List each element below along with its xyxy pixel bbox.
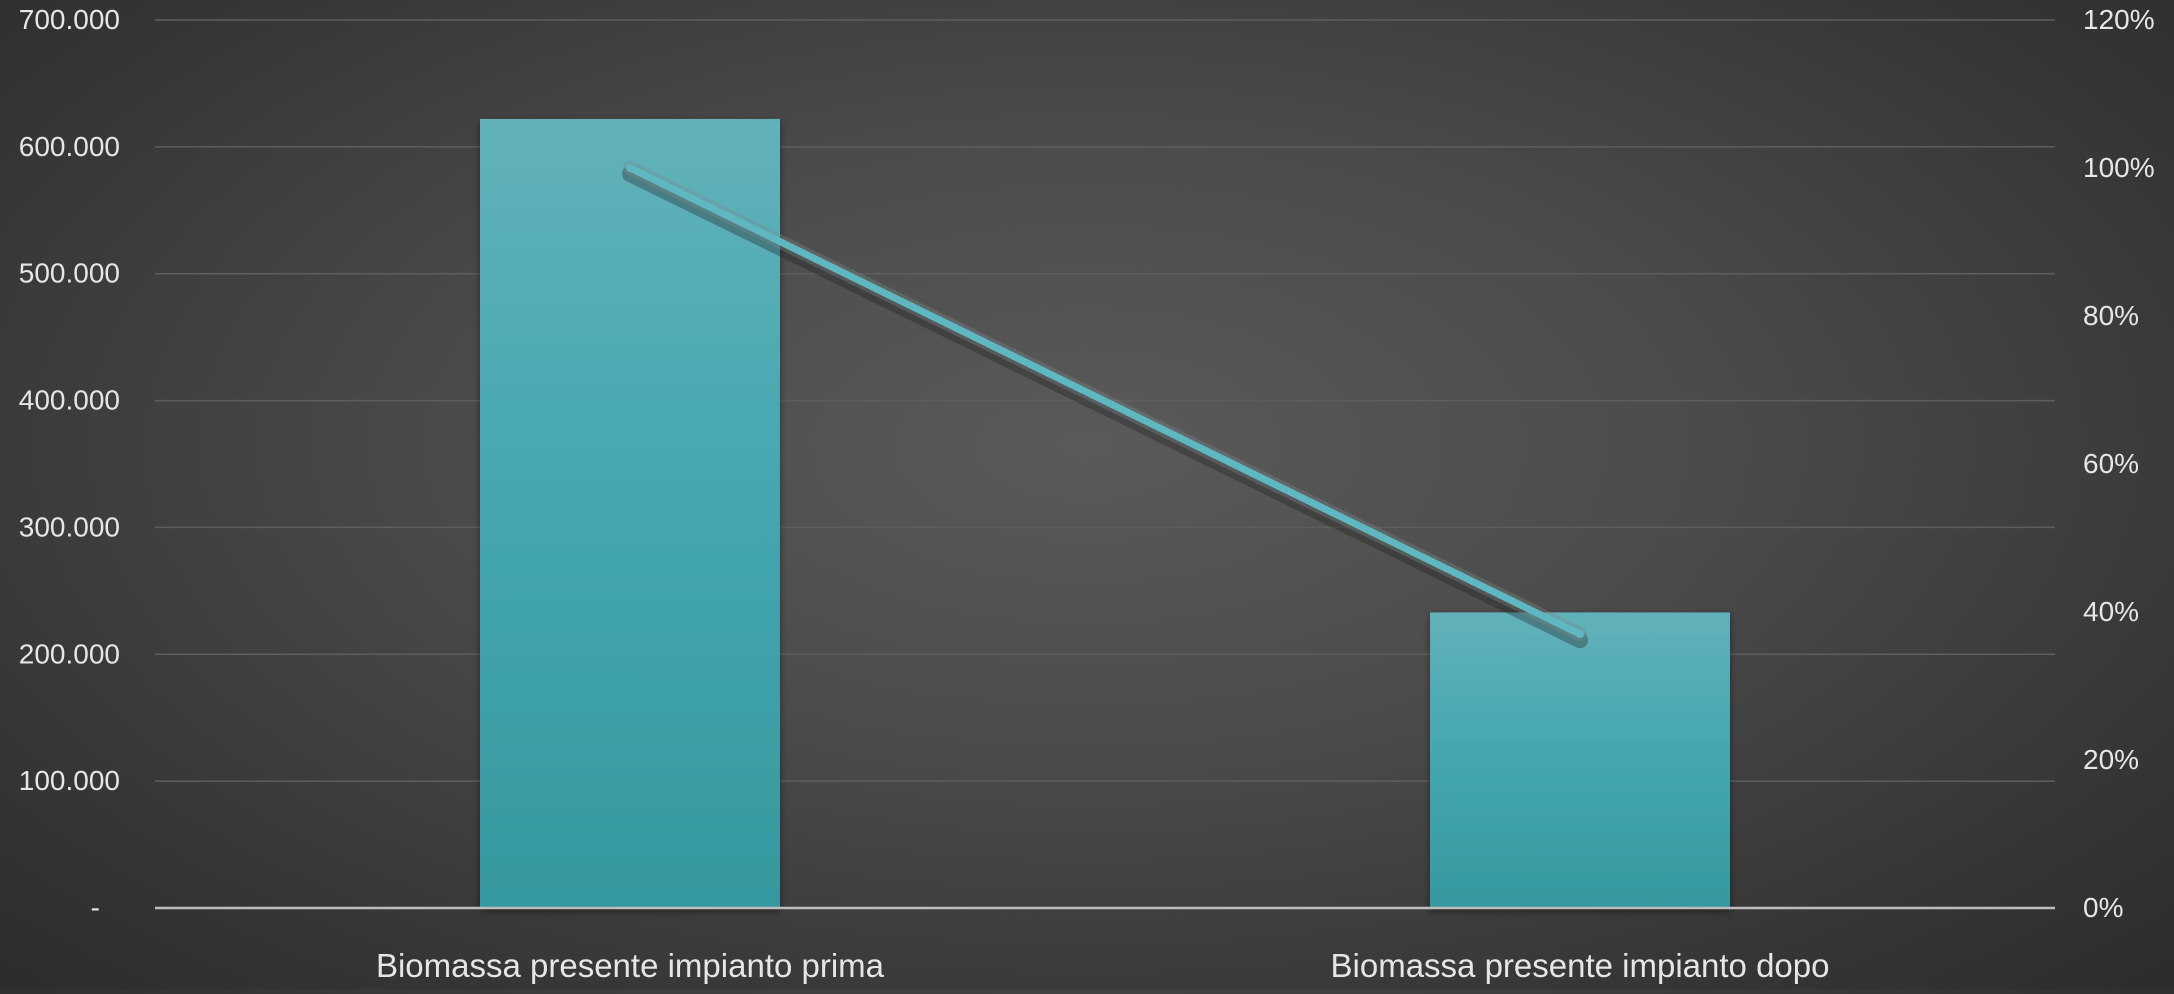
gridlines [155,19,2055,782]
y-tick-label: 600.000 [19,131,120,162]
bar [1430,612,1730,908]
y-axis-left-ticks: - 100.000 200.000 300.000 400.000 500.000 600.… [19,4,120,923]
y-tick-label: 400.000 [19,385,120,416]
x-category-label: Biomassa presente impianto prima [376,947,885,984]
y-tick-label: 100.000 [19,765,120,796]
line-point [1576,630,1584,639]
y-right-tick-label: 60% [2083,448,2139,479]
y-tick-label: - [91,892,100,923]
y-axis-right-ticks: 0% 20% 40% 60% 80% 100% 120% [2083,4,2155,923]
y-right-tick-label: 120% [2083,4,2155,35]
line-point [626,164,634,172]
y-right-tick-label: 80% [2083,300,2139,331]
y-right-tick-label: 40% [2083,596,2139,627]
y-tick-label: 300.000 [19,511,120,542]
y-right-tick-label: 0% [2083,892,2123,923]
line-series [622,161,1588,649]
y-right-tick-label: 100% [2083,152,2155,183]
y-right-tick-label: 20% [2083,744,2139,775]
bar [480,118,780,909]
line-shadow [622,166,1588,649]
y-tick-label: 500.000 [19,258,120,289]
x-axis-category-labels: Biomassa presente impianto prima Biomassa… [376,947,1830,984]
bar-series [480,118,1730,909]
x-category-label: Biomassa presente impianto dopo [1331,947,1830,984]
series-line [626,164,1584,638]
y-tick-label: 200.000 [19,638,120,669]
y-tick-label: 700.000 [19,4,120,35]
